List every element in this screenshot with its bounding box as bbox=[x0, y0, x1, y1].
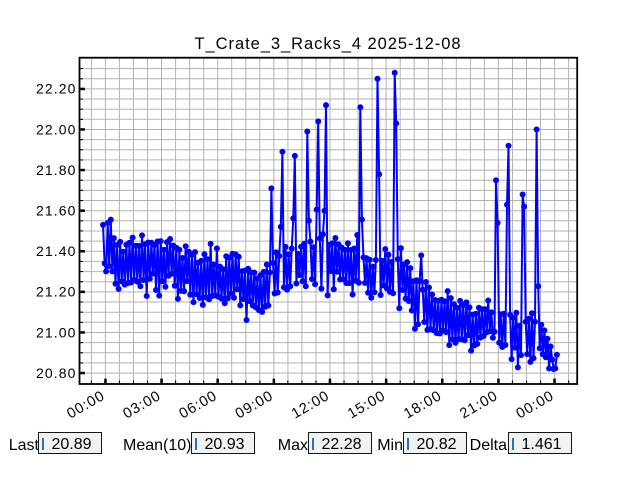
svg-text:22.00: 22.00 bbox=[36, 121, 77, 137]
svg-text:T_Crate_3_Racks_4 2025-12-08: T_Crate_3_Racks_4 2025-12-08 bbox=[195, 35, 462, 53]
svg-text:22.20: 22.20 bbox=[36, 81, 77, 97]
svg-text:21.00: 21.00 bbox=[36, 324, 77, 340]
svg-text:21.40: 21.40 bbox=[36, 243, 77, 259]
svg-text:21.80: 21.80 bbox=[36, 162, 77, 178]
svg-text:20.80: 20.80 bbox=[36, 365, 77, 381]
svg-text:21.20: 21.20 bbox=[36, 284, 77, 300]
svg-text:21.60: 21.60 bbox=[36, 203, 77, 219]
